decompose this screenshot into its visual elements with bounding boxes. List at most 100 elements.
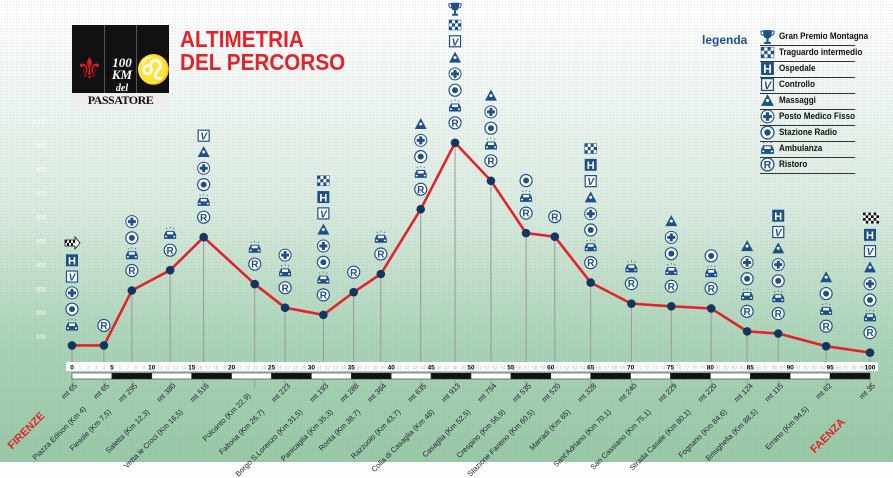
km-scale-segment: [311, 372, 352, 380]
legend-title: legenda: [702, 33, 748, 47]
legend-item: Gran Premio Montagna: [760, 29, 868, 46]
svg-text:R: R: [866, 328, 874, 339]
legend-label: Posto Medico Fisso: [779, 111, 856, 121]
finish-flag-icon: [863, 212, 880, 224]
km-tick-label: 86: [755, 366, 761, 372]
legend-item: Ambulanza: [760, 141, 855, 158]
radio-icon: [519, 173, 533, 188]
ambulance-icon: [414, 165, 427, 178]
km-tick-label: 12: [165, 366, 171, 372]
km-tick-label: 8: [134, 366, 137, 372]
radio-icon: [584, 223, 598, 237]
svg-text:R: R: [417, 185, 425, 196]
ristoro-icon: R: [163, 243, 177, 257]
ambulance-icon: [705, 265, 718, 278]
medical-cross-icon: [760, 109, 775, 124]
radio-icon: [704, 249, 718, 263]
km-scale-segment: [749, 372, 791, 380]
page-title: ALTIMETRIA DEL PERCORSO: [180, 28, 345, 74]
ambulance-icon: [761, 141, 774, 154]
km-tick-label: 95: [826, 365, 834, 372]
medical-cross-icon: [278, 248, 292, 262]
ristoro-icon: R: [624, 277, 638, 290]
km-tick-label: 41: [396, 366, 402, 372]
massage-icon: [317, 223, 330, 235]
svg-text:H: H: [763, 63, 772, 76]
km-tick-label: 62: [564, 366, 570, 372]
km-tick-label: 82: [724, 366, 730, 372]
legend-label: Ristoro: [779, 159, 808, 169]
title-line-1: ALTIMETRIA: [180, 26, 304, 52]
radio-icon: [863, 293, 877, 307]
svg-text:R: R: [281, 283, 289, 294]
svg-text:H: H: [68, 256, 76, 268]
km-tick-label: 65: [587, 365, 595, 372]
km-tick-label: 66: [596, 366, 602, 372]
check-icon: V: [317, 207, 330, 220]
station-point: [773, 329, 783, 338]
station-point: [165, 265, 175, 275]
km-tick-label: 72: [644, 366, 650, 372]
svg-text:H: H: [866, 230, 874, 242]
svg-text:R: R: [167, 246, 175, 257]
km-tick-label: 55: [507, 365, 515, 372]
ristoro-icon: R: [740, 304, 754, 318]
legend-label: Ospedale: [779, 63, 816, 73]
ambulance-icon: [248, 240, 261, 253]
km-scale-segment: [191, 372, 232, 380]
radio-icon: [819, 286, 833, 301]
km-tick-label: 37: [364, 366, 370, 372]
km-scale-segment: [590, 372, 631, 380]
ristoro-icon: R: [771, 306, 785, 320]
checkered-flag-icon: [317, 175, 330, 187]
km-tick-label: 74: [660, 366, 666, 372]
florence-lily-icon: ⚜: [76, 53, 103, 86]
massage-icon: [864, 261, 876, 273]
km-tick-label: 6: [118, 366, 121, 372]
svg-text:R: R: [551, 212, 559, 223]
station-point: [450, 138, 460, 148]
ristoro-icon: R: [484, 154, 498, 167]
km-tick-label: 51: [476, 366, 482, 372]
ambulance-icon: [125, 247, 138, 260]
km-scale-segment: [151, 372, 193, 380]
lion-icon: ♌: [136, 54, 169, 85]
radio-icon: [448, 83, 462, 97]
km-tick-label: 38: [372, 366, 378, 372]
svg-text:R: R: [200, 213, 208, 224]
km-tick-label: 53: [492, 366, 498, 372]
km-tick-label: 94: [819, 366, 825, 372]
hospital-icon: H: [761, 62, 774, 76]
ambulance-icon: [584, 239, 597, 252]
km-tick-label: 42: [404, 366, 410, 372]
km-tick-label: 75: [667, 365, 675, 372]
km-tick-label: 59: [540, 366, 546, 372]
legend-item: Posto Medico Fisso: [760, 109, 855, 126]
km-scale-segment: [470, 372, 512, 380]
ristoro-icon: R: [548, 210, 562, 223]
massage-icon: [584, 191, 597, 203]
y-tick-label: 900: [36, 144, 47, 150]
km-tick-label: 1: [79, 366, 82, 372]
km-scale-segment: [390, 372, 432, 380]
radio-icon: [65, 302, 79, 316]
km-tick-label: 76: [676, 366, 682, 372]
massage-icon: [197, 145, 210, 157]
station-point: [99, 341, 109, 350]
radio-icon: [740, 272, 754, 286]
ristoro-icon: R: [316, 288, 330, 301]
check-icon: V: [772, 225, 785, 239]
station-point: [627, 299, 636, 308]
radio-icon: [197, 177, 211, 192]
svg-text:R: R: [100, 321, 108, 332]
medical-cross-icon: [65, 286, 79, 300]
legend-item: Stazione Radio: [760, 125, 855, 142]
svg-text:R: R: [350, 268, 358, 279]
svg-text:R: R: [743, 307, 751, 318]
check-icon: V: [65, 270, 79, 284]
km-tick-label: 20: [228, 365, 236, 372]
km-tick-label: 87: [763, 366, 769, 372]
legend-item: R Ristoro: [760, 157, 855, 174]
km-tick-label: 88: [771, 366, 777, 372]
